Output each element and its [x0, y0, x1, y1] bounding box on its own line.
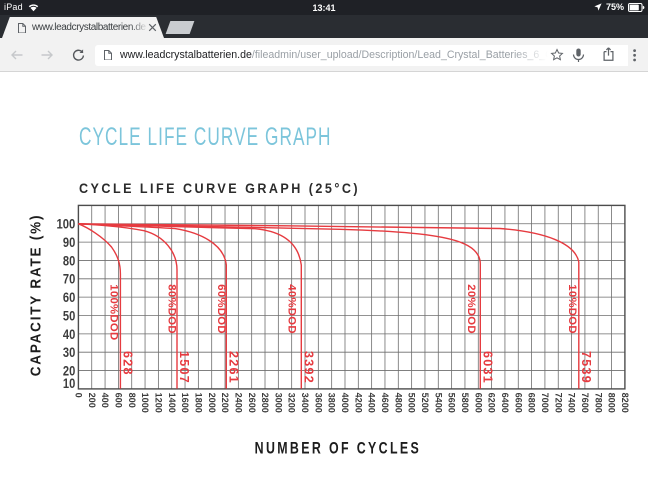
- svg-text:7000: 7000: [540, 393, 550, 413]
- svg-text:600: 600: [113, 393, 123, 408]
- svg-text:1600: 1600: [180, 393, 190, 413]
- svg-text:20: 20: [63, 363, 76, 378]
- svg-text:2000: 2000: [207, 393, 217, 413]
- svg-text:40%DOD: 40%DOD: [285, 284, 297, 334]
- svg-text:CAPACITY RATE (%): CAPACITY RATE (%): [28, 214, 45, 377]
- svg-text:10%DOD: 10%DOD: [566, 284, 578, 334]
- svg-text:0: 0: [73, 393, 83, 398]
- svg-text:6400: 6400: [500, 393, 510, 413]
- svg-text:200: 200: [87, 393, 97, 408]
- svg-text:5800: 5800: [460, 393, 470, 413]
- svg-text:5000: 5000: [407, 393, 417, 413]
- svg-text:2600: 2600: [247, 393, 257, 413]
- svg-text:4800: 4800: [393, 393, 403, 413]
- svg-text:7200: 7200: [553, 393, 563, 413]
- svg-text:5400: 5400: [433, 393, 443, 413]
- svg-text:1200: 1200: [153, 393, 163, 413]
- svg-text:5200: 5200: [420, 393, 430, 413]
- svg-text:2800: 2800: [260, 393, 270, 413]
- svg-text:10: 10: [63, 376, 76, 391]
- svg-text:3800: 3800: [327, 393, 337, 413]
- svg-text:3392: 3392: [302, 351, 316, 384]
- svg-text:3000: 3000: [273, 393, 283, 413]
- svg-text:1400: 1400: [167, 393, 177, 413]
- svg-text:100%DOD: 100%DOD: [107, 284, 119, 340]
- svg-text:3400: 3400: [300, 393, 310, 413]
- svg-text:3200: 3200: [287, 393, 297, 413]
- svg-text:5600: 5600: [447, 393, 457, 413]
- svg-text:400: 400: [100, 393, 110, 408]
- svg-text:70: 70: [63, 272, 76, 287]
- svg-text:800: 800: [127, 393, 137, 408]
- svg-text:6000: 6000: [473, 393, 483, 413]
- svg-text:6200: 6200: [487, 393, 497, 413]
- svg-text:40: 40: [63, 327, 76, 342]
- svg-text:1000: 1000: [140, 393, 150, 413]
- svg-text:3600: 3600: [313, 393, 323, 413]
- svg-text:8200: 8200: [620, 393, 630, 413]
- svg-text:100: 100: [57, 217, 76, 232]
- svg-text:4600: 4600: [380, 393, 390, 413]
- svg-text:60: 60: [63, 290, 76, 305]
- svg-text:6031: 6031: [481, 351, 495, 384]
- svg-text:4000: 4000: [340, 393, 350, 413]
- svg-text:6800: 6800: [527, 393, 537, 413]
- svg-text:80%DOD: 80%DOD: [165, 284, 177, 334]
- svg-text:8000: 8000: [607, 393, 617, 413]
- svg-text:4400: 4400: [367, 393, 377, 413]
- svg-text:90: 90: [63, 235, 76, 250]
- svg-text:NUMBER OF CYCLES: NUMBER OF CYCLES: [255, 439, 422, 458]
- svg-text:60%DOD: 60%DOD: [215, 284, 227, 334]
- svg-text:30: 30: [63, 345, 76, 360]
- svg-text:2200: 2200: [220, 393, 230, 413]
- svg-text:6600: 6600: [513, 393, 523, 413]
- svg-text:1800: 1800: [193, 393, 203, 413]
- svg-text:80: 80: [63, 253, 76, 268]
- svg-text:20%DOD: 20%DOD: [465, 284, 477, 334]
- svg-text:2400: 2400: [233, 393, 243, 413]
- svg-text:4200: 4200: [353, 393, 363, 413]
- svg-text:7600: 7600: [580, 393, 590, 413]
- svg-text:7800: 7800: [593, 393, 603, 413]
- svg-text:628: 628: [121, 351, 135, 376]
- svg-text:50: 50: [63, 308, 76, 323]
- svg-text:7400: 7400: [567, 393, 577, 413]
- svg-text:7539: 7539: [579, 351, 593, 384]
- svg-text:1507: 1507: [177, 351, 191, 384]
- svg-text:2261: 2261: [227, 351, 241, 384]
